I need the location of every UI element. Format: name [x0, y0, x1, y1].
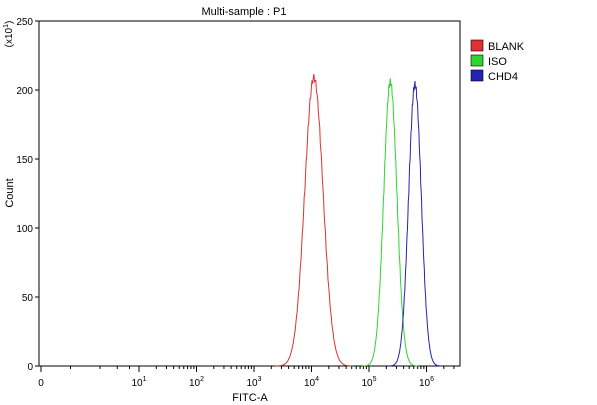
series-line-iso [362, 78, 419, 367]
x-tick-label: 103 [246, 376, 261, 389]
legend-swatch-blank [470, 39, 484, 52]
legend-label-blank: BLANK [488, 41, 525, 53]
y-multiplier-close: ) [4, 21, 15, 24]
legend-label-iso: ISO [488, 56, 507, 68]
series-group [275, 74, 442, 367]
y-axis-label: Count [4, 178, 16, 207]
legend-swatch-chd4 [470, 69, 484, 82]
legend-swatch-iso [470, 54, 484, 67]
x-tick-label: 104 [304, 376, 319, 389]
legend-label-chd4: CHD4 [488, 71, 518, 83]
x-tick-label: 101 [131, 376, 146, 389]
y-tick-label: 150 [16, 155, 33, 166]
y-tick-label: 250 [16, 17, 33, 28]
y-tick-label: 0 [27, 362, 33, 373]
x-axis-ticks: 0 101 102 103 104 105 106 [38, 366, 455, 389]
x-tick-label: 106 [419, 376, 434, 389]
x-tick-label: 105 [361, 376, 376, 389]
y-tick-label: 50 [22, 293, 34, 304]
x-axis-label: FITC-A [232, 392, 268, 404]
series-line-chd4 [388, 80, 442, 367]
x-tick-label: 0 [38, 378, 44, 389]
y-axis-multiplier: (x101) [3, 21, 15, 48]
y-multiplier-exp: 1 [3, 24, 10, 28]
y-tick-label: 100 [16, 224, 33, 235]
chart-title: Multi-sample : P1 [202, 6, 287, 18]
y-multiplier-base: (x10 [4, 27, 15, 47]
legend: BLANK ISO CHD4 [470, 39, 525, 83]
y-axis-ticks: 0 50 100 150 200 250 [16, 17, 39, 373]
series-line-blank [275, 74, 353, 367]
x-tick-label: 102 [189, 376, 204, 389]
y-tick-label: 200 [16, 86, 33, 97]
